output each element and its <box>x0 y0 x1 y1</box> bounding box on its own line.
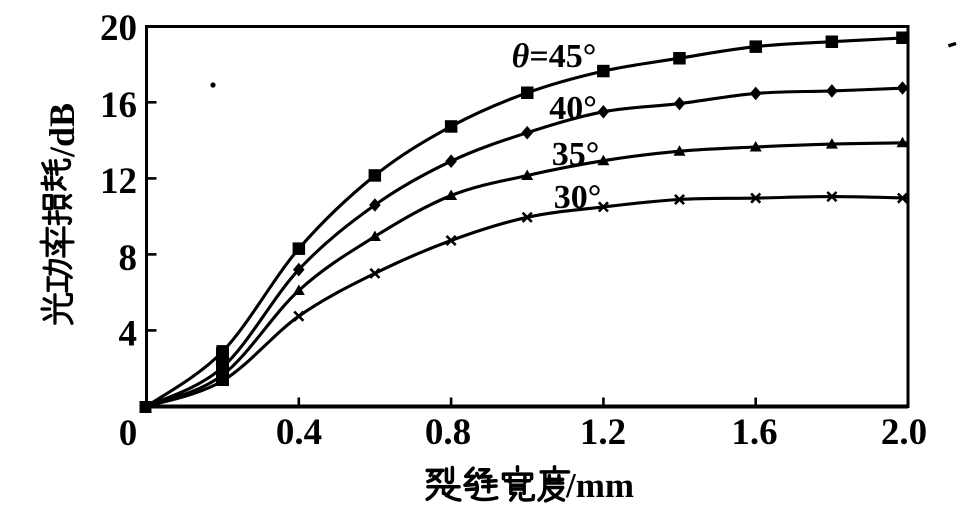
svg-text:0: 0 <box>119 413 138 454</box>
svg-text:/dB: /dB <box>42 103 82 158</box>
svg-text:16: 16 <box>100 85 137 126</box>
svg-text:0.4: 0.4 <box>276 412 322 453</box>
svg-text:1.6: 1.6 <box>731 412 777 453</box>
svg-text:2.0: 2.0 <box>881 412 927 453</box>
svg-text:θ=45°: θ=45° <box>512 38 597 75</box>
svg-text:35°: 35° <box>552 136 600 173</box>
svg-text:1.2: 1.2 <box>580 412 626 453</box>
svg-text:20: 20 <box>100 8 137 49</box>
svg-text:12: 12 <box>100 161 137 202</box>
svg-text:40°: 40° <box>549 90 597 127</box>
svg-text:4: 4 <box>119 314 138 355</box>
svg-text:/mm: /mm <box>565 466 634 505</box>
svg-text:8: 8 <box>119 238 138 279</box>
svg-text:0.8: 0.8 <box>425 412 471 453</box>
svg-text:30°: 30° <box>554 179 602 216</box>
